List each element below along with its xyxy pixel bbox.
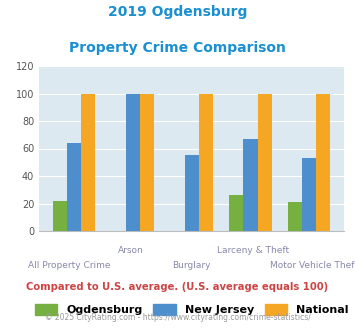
Bar: [140, 93, 154, 231]
Bar: [316, 93, 331, 231]
Bar: [199, 93, 213, 231]
Bar: [288, 202, 302, 231]
Bar: [67, 143, 81, 231]
Text: Larceny & Theft: Larceny & Theft: [217, 246, 289, 255]
Bar: [81, 93, 95, 231]
Bar: [302, 158, 316, 231]
Text: 2019 Ogdensburg: 2019 Ogdensburg: [108, 5, 247, 19]
Text: All Property Crime: All Property Crime: [28, 261, 111, 270]
Bar: [185, 155, 199, 231]
Bar: [258, 93, 272, 231]
Text: © 2025 CityRating.com - https://www.cityrating.com/crime-statistics/: © 2025 CityRating.com - https://www.city…: [45, 313, 310, 322]
Text: Burglary: Burglary: [173, 261, 211, 270]
Bar: [126, 93, 140, 231]
Text: Arson: Arson: [118, 246, 143, 255]
Text: Motor Vehicle Theft: Motor Vehicle Theft: [270, 261, 355, 270]
Legend: Ogdensburg, New Jersey, National: Ogdensburg, New Jersey, National: [31, 299, 353, 319]
Bar: [53, 201, 67, 231]
Bar: [229, 195, 244, 231]
Text: Compared to U.S. average. (U.S. average equals 100): Compared to U.S. average. (U.S. average …: [26, 282, 329, 292]
Bar: [244, 139, 258, 231]
Text: Property Crime Comparison: Property Crime Comparison: [69, 41, 286, 55]
